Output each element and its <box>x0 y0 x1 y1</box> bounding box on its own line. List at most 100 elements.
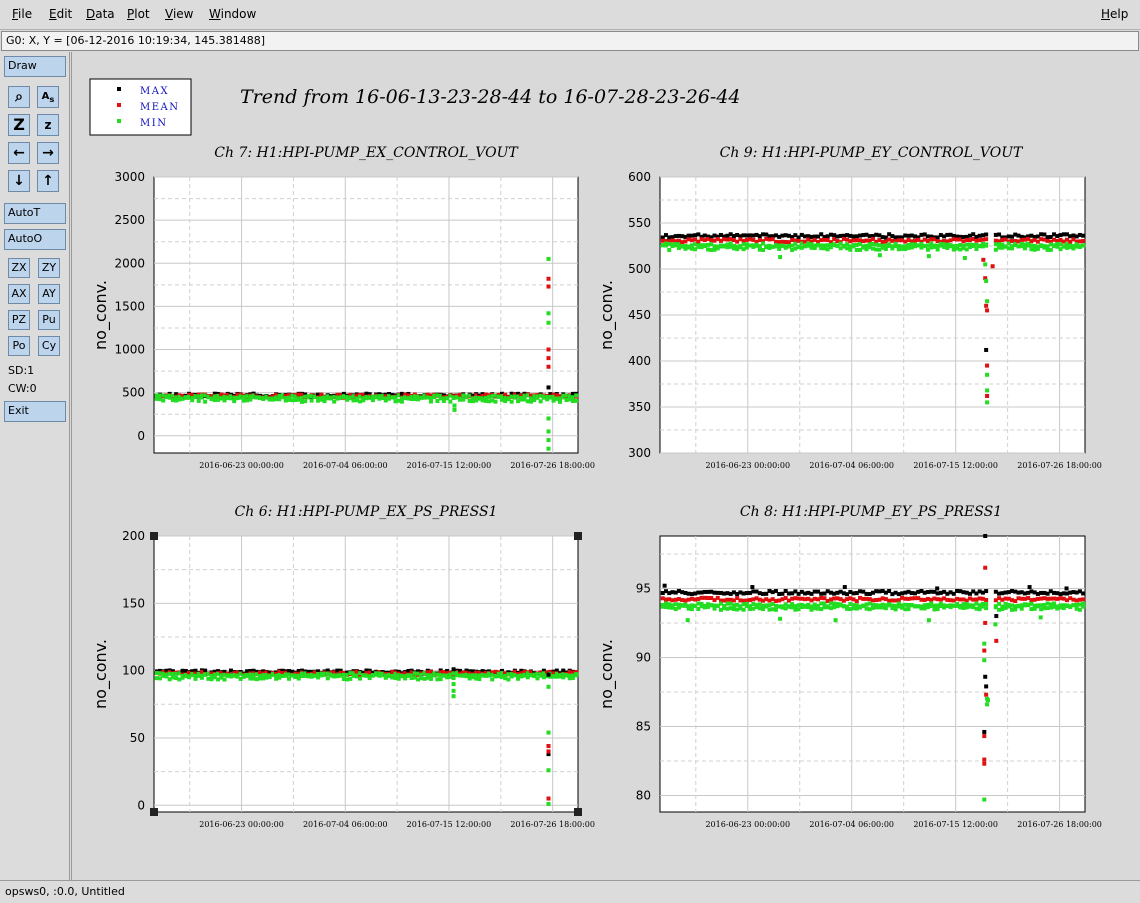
zoom-small-button[interactable]: z <box>37 114 59 136</box>
max-point <box>770 590 775 595</box>
pan-down-button[interactable]: ↓ <box>8 170 30 192</box>
min-point <box>303 671 308 676</box>
pu-button[interactable]: Pu <box>38 310 60 330</box>
menu-window[interactable]: Window <box>209 7 257 21</box>
pz-button[interactable]: PZ <box>8 310 30 330</box>
min-point <box>361 673 366 678</box>
min-point <box>770 601 775 606</box>
max-point <box>1061 591 1066 596</box>
min-point <box>193 673 198 678</box>
min-point <box>922 603 927 608</box>
exit-button[interactable]: Exit <box>4 401 66 422</box>
max-point <box>387 392 392 397</box>
min-point <box>728 241 733 246</box>
max-point <box>906 589 911 594</box>
max-point <box>1071 590 1076 595</box>
min-point <box>464 395 469 400</box>
mean-point <box>364 671 369 676</box>
plot-canvas[interactable]: MAX MEAN MIN Trend from 16-06-13-23-28-4… <box>72 52 1138 880</box>
mean-point <box>512 392 517 397</box>
max-point <box>945 232 950 237</box>
min-point <box>861 603 866 608</box>
menu-edit[interactable]: Edit <box>49 7 73 21</box>
zoom-pointer-button[interactable]: ⌕ <box>8 86 30 108</box>
min-point <box>696 601 701 606</box>
menu-file[interactable]: File <box>12 7 33 21</box>
min-point <box>1052 243 1057 248</box>
max-point <box>851 234 856 239</box>
x-tick-label: 2016-07-04 06:00:00 <box>303 461 388 470</box>
min-point <box>322 672 327 677</box>
mean-point <box>867 238 872 243</box>
min-point <box>570 399 575 404</box>
ay-button[interactable]: AY <box>38 284 60 304</box>
max-point <box>667 591 672 596</box>
min-point <box>796 603 801 608</box>
min-outlier-point <box>962 255 967 260</box>
max-point <box>900 591 905 596</box>
max-point <box>919 232 924 237</box>
text-tool-button[interactable]: As <box>37 86 59 108</box>
max-point <box>1026 590 1031 595</box>
mean-point <box>929 597 934 602</box>
menu-data[interactable]: Data <box>86 7 115 21</box>
min-point <box>438 396 443 401</box>
min-point <box>967 244 972 249</box>
min-point <box>958 247 963 252</box>
min-point <box>942 242 947 247</box>
min-point <box>722 606 727 611</box>
max-point <box>1003 235 1008 240</box>
min-point <box>993 605 998 610</box>
max-point <box>1042 232 1047 237</box>
min-point <box>477 396 482 401</box>
mean-point <box>858 238 863 243</box>
max-point <box>893 235 898 240</box>
draw-button[interactable]: Draw <box>4 56 66 77</box>
max-point <box>845 233 850 238</box>
menu-plot[interactable]: Plot <box>127 7 150 21</box>
min-point <box>870 605 875 610</box>
mean-point <box>335 392 340 397</box>
min-point <box>777 604 782 609</box>
max-point <box>835 234 840 239</box>
mean-point <box>274 392 279 397</box>
pan-up-button[interactable]: ↑ <box>37 170 59 192</box>
min-point <box>806 605 811 610</box>
mean-point <box>967 596 972 601</box>
max-point <box>932 589 937 594</box>
zy-button[interactable]: ZY <box>38 258 60 278</box>
min-point <box>903 244 908 249</box>
mean-point <box>993 238 998 243</box>
menu-help[interactable]: Help <box>1101 7 1129 21</box>
zoom-big-button[interactable]: Z <box>8 114 30 136</box>
mean-point <box>883 239 888 244</box>
max-point <box>1068 234 1073 239</box>
autot-button[interactable]: AutoT <box>4 203 66 224</box>
cy-button[interactable]: Cy <box>38 336 60 356</box>
mean-point <box>971 597 976 602</box>
mean-point <box>390 669 395 674</box>
min-point <box>561 395 566 400</box>
mean-point <box>935 597 940 602</box>
x-tick-label: 2016-07-04 06:00:00 <box>809 461 894 470</box>
min-point <box>190 398 195 403</box>
max-point <box>683 234 688 239</box>
menu-view[interactable]: View <box>165 7 194 21</box>
pan-left-button[interactable]: ← <box>8 142 30 164</box>
mean-point <box>383 394 388 399</box>
mean-point <box>667 239 672 244</box>
max-point <box>516 391 521 396</box>
mean-point <box>664 239 669 244</box>
min-point <box>761 248 766 253</box>
ax-button[interactable]: AX <box>8 284 30 304</box>
mean-point <box>438 670 443 675</box>
min-point <box>799 602 804 607</box>
pan-right-button[interactable]: → <box>37 142 59 164</box>
max-point <box>825 234 830 239</box>
zx-button[interactable]: ZX <box>8 258 30 278</box>
min-point <box>773 603 778 608</box>
mean-point <box>1029 239 1034 244</box>
po-button[interactable]: Po <box>8 336 30 356</box>
max-point <box>445 668 450 673</box>
autoo-button[interactable]: AutoO <box>4 229 66 250</box>
